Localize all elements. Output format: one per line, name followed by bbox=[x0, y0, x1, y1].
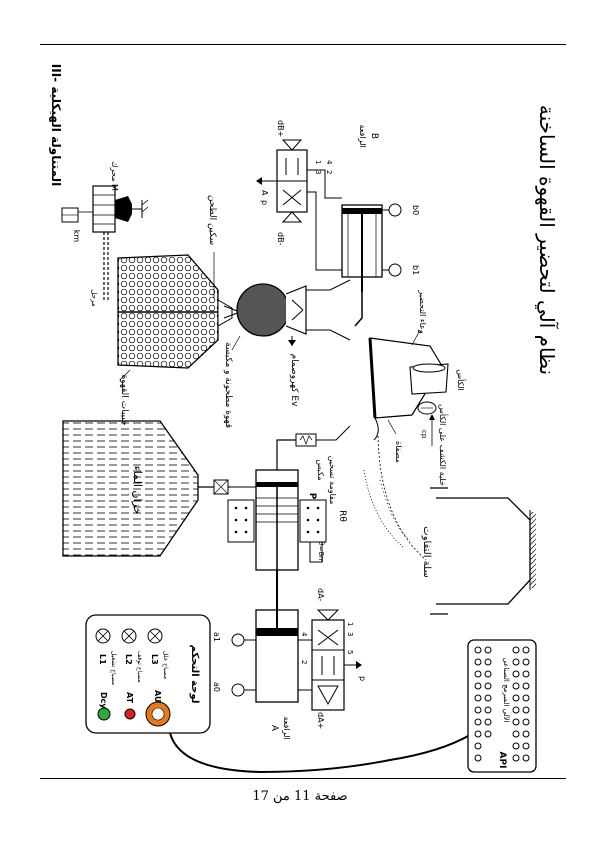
cup-sensor-label: خلية الكشف على الكأس bbox=[438, 404, 449, 486]
port-3: 3 bbox=[346, 632, 354, 636]
dcy-label: Dcy bbox=[99, 692, 108, 709]
lamp-l1-id: L1 bbox=[98, 654, 107, 665]
dA-plus-label: dA+ bbox=[316, 712, 325, 729]
a1-sensor bbox=[231, 633, 245, 647]
brew-station: وعاء التحضير الكأس خلية الكشف على الكأس … bbox=[368, 289, 467, 486]
at-label: AT bbox=[125, 692, 134, 704]
water-tank-label: خزان الماء bbox=[131, 466, 144, 515]
jack-a-group: a1 a0 الرافعة A dA- dA+ p 1 3 4 2 5 bbox=[212, 570, 367, 740]
water-tank bbox=[62, 420, 199, 557]
piston-pump-group: θ=8m مكبس P مقاومة تسخين Rθ bbox=[227, 425, 351, 571]
port-a-b: A bbox=[260, 190, 269, 196]
motor bbox=[92, 185, 116, 233]
heater-r: Rθ bbox=[337, 510, 347, 522]
dB-plus-label: dB+ bbox=[276, 120, 285, 137]
api-label: API bbox=[497, 752, 507, 769]
p-symbol-b: p bbox=[260, 200, 269, 205]
page-footer: صفحة 11 من 17 bbox=[252, 789, 348, 804]
brew-vessel-label: وعاء التحضير bbox=[418, 289, 427, 334]
api-plc: API الآلي المبرمج الصناعي bbox=[467, 639, 537, 773]
lamp-l1-text: مصباح تشغيل bbox=[110, 651, 117, 685]
b0-sensor bbox=[388, 203, 402, 217]
footer-rule bbox=[40, 778, 566, 779]
dcy-button[interactable]: Dcy bbox=[97, 692, 111, 721]
cup-label: الكأس bbox=[456, 369, 467, 390]
jack-a-id: A bbox=[269, 725, 279, 732]
a1-label: a1 bbox=[212, 632, 221, 642]
lamp-l3-id: L3 bbox=[150, 654, 159, 665]
jack-a-label: الرافعة bbox=[282, 716, 291, 739]
port-1: 1 bbox=[346, 622, 354, 626]
api-terminals-right bbox=[512, 646, 530, 762]
thermostat bbox=[309, 541, 323, 563]
panel-title: لوحة التحكم bbox=[189, 645, 200, 704]
api-terminals-left bbox=[474, 646, 492, 762]
electrovalve-label: كهروصمام Ev bbox=[289, 354, 299, 407]
lamp-l1: L1 مصباح تشغيل bbox=[95, 628, 117, 685]
piston-p: P bbox=[307, 493, 317, 500]
heater-label: مقاومة تسخين bbox=[328, 456, 337, 505]
port-b3: 3 bbox=[314, 170, 322, 174]
motor-group: محرك M km مرحل bbox=[61, 161, 149, 307]
jack-b-id: B bbox=[369, 133, 379, 139]
lamp-l3: L3 مصباح خلل bbox=[147, 628, 169, 679]
waste-bin bbox=[436, 497, 531, 605]
dcy-button-light[interactable] bbox=[97, 707, 111, 721]
port-5: 5 bbox=[346, 650, 354, 654]
dA-minus-label: dA- bbox=[316, 588, 325, 601]
waste-bin-label: سلة التفاوت bbox=[421, 526, 432, 577]
at-button-light[interactable] bbox=[124, 708, 136, 720]
lamp-l2-text: مصباح توقف bbox=[136, 651, 143, 683]
control-panel: لوحة التحكم L1 مصباح تشغيل L2 مصباح توقف… bbox=[85, 614, 211, 734]
waste-bin-group: سلة التفاوت bbox=[363, 435, 536, 615]
page-title: نظام آلي لتحضير القهوة الساخنة bbox=[534, 105, 560, 375]
at-button[interactable]: AT bbox=[124, 692, 136, 720]
relay-label: مرحل bbox=[90, 289, 98, 306]
ground-coffee-label: قهوة مطحونة و مكبسة bbox=[223, 342, 233, 428]
port-2: 2 bbox=[300, 660, 308, 664]
motor-label: محرك M bbox=[110, 161, 119, 191]
jack-b-group: b0 b1 dB+ dB- الرافعة B p A 1 3 4 2 bbox=[256, 120, 420, 327]
cup-sensor-id: cp bbox=[420, 430, 428, 439]
section-title: III- المتناولة الهيكلية bbox=[48, 64, 63, 186]
lamp-l2-id: L2 bbox=[124, 654, 133, 665]
au-label: AU bbox=[153, 690, 162, 702]
km-label: km bbox=[72, 230, 81, 243]
b0-label: b0 bbox=[411, 205, 420, 215]
grinding-bowl: قهوة مطحونة و مكبسة كهروصمام Ev bbox=[223, 279, 351, 428]
jack-b-label: الرافعة bbox=[358, 124, 367, 147]
port-b2: 2 bbox=[325, 170, 333, 174]
port-4: 4 bbox=[300, 632, 308, 637]
p-symbol-a: p bbox=[358, 676, 367, 681]
coffee-hopper: حبيبات القهوة سكين الطحن bbox=[117, 195, 242, 426]
port-b1: 1 bbox=[314, 160, 322, 164]
filter-label: مصفاة bbox=[394, 441, 403, 463]
thermostat-label: θ=8m bbox=[317, 541, 325, 563]
coffee-beans-label: حبيبات القهوة bbox=[119, 374, 129, 425]
piston-label: مكبس bbox=[316, 459, 325, 480]
lamp-l3-text: مصباح خلل bbox=[162, 651, 169, 679]
water-tank-group: خزان الماء bbox=[62, 420, 230, 557]
b1-sensor bbox=[388, 263, 402, 277]
dB-minus-label: dB- bbox=[276, 232, 285, 246]
grinder-blade-label: سكين الطحن bbox=[207, 195, 217, 245]
lamp-l2: L2 مصباح توقف bbox=[121, 628, 143, 683]
a0-label: a0 bbox=[212, 682, 221, 692]
port-b4: 4 bbox=[325, 160, 333, 165]
au-button[interactable]: AU bbox=[145, 690, 171, 727]
a0-sensor bbox=[231, 683, 245, 697]
b1-label: b1 bbox=[411, 265, 420, 275]
header-rule bbox=[40, 44, 566, 45]
api-text: الآلي المبرمج الصناعي bbox=[502, 657, 511, 722]
